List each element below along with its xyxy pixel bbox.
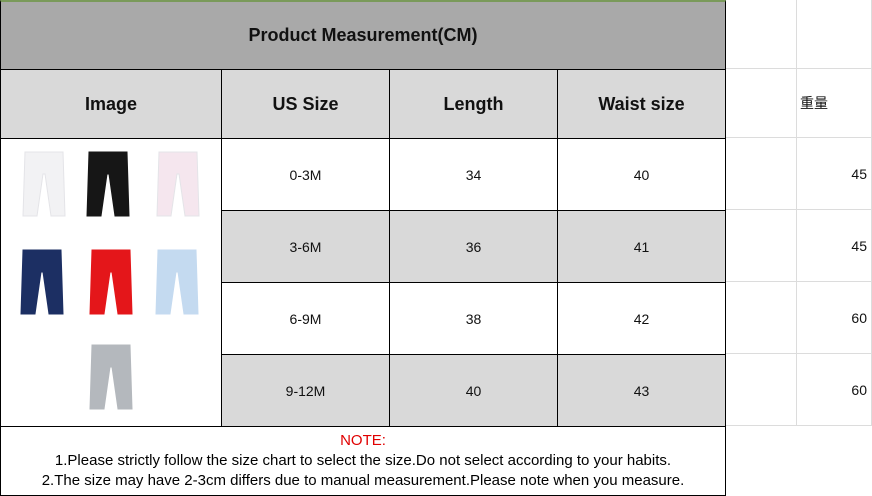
header-us-size: US Size [221, 69, 390, 139]
grid-cell[interactable] [725, 69, 797, 138]
cell-length: 40 [389, 354, 558, 427]
grid-cell[interactable] [797, 0, 872, 69]
weight-cell[interactable]: 60 [797, 282, 872, 354]
notes: NOTE: 1.Please strictly follow the size … [0, 426, 726, 496]
grid-cell[interactable] [725, 210, 797, 282]
note-line-2: 2.The size may have 2-3cm differs due to… [41, 472, 685, 489]
cell-waist: 42 [557, 282, 726, 355]
table-title: Product Measurement(CM) [0, 0, 726, 70]
cell-size: 6-9M [221, 282, 390, 355]
cell-size: 9-12M [221, 354, 390, 427]
grid-cell[interactable] [725, 138, 797, 210]
cell-waist: 43 [557, 354, 726, 427]
note-heading: NOTE: [340, 432, 386, 449]
cell-waist: 40 [557, 138, 726, 211]
cell-waist: 41 [557, 210, 726, 283]
cell-length: 34 [389, 138, 558, 211]
pants-image [89, 248, 133, 316]
pants-image [22, 150, 66, 218]
cell-size: 3-6M [221, 210, 390, 283]
pants-image [155, 248, 199, 316]
grid-cell[interactable] [725, 0, 797, 69]
header-waist: Waist size [557, 69, 726, 139]
weight-cell[interactable]: 45 [797, 210, 872, 282]
pants-image [89, 343, 133, 411]
note-line-1: 1.Please strictly follow the size chart … [54, 452, 672, 469]
weight-header[interactable]: 重量 [797, 69, 872, 138]
pants-image [156, 150, 200, 218]
header-image: Image [0, 69, 222, 139]
weight-cell[interactable]: 60 [797, 354, 872, 426]
grid-cell[interactable] [725, 282, 797, 354]
cell-size: 0-3M [221, 138, 390, 211]
pants-image [20, 248, 64, 316]
cell-length: 38 [389, 282, 558, 355]
cell-length: 36 [389, 210, 558, 283]
pants-image [86, 150, 130, 218]
weight-cell[interactable]: 45 [797, 138, 872, 210]
header-length: Length [389, 69, 558, 139]
grid-cell[interactable] [725, 354, 797, 426]
